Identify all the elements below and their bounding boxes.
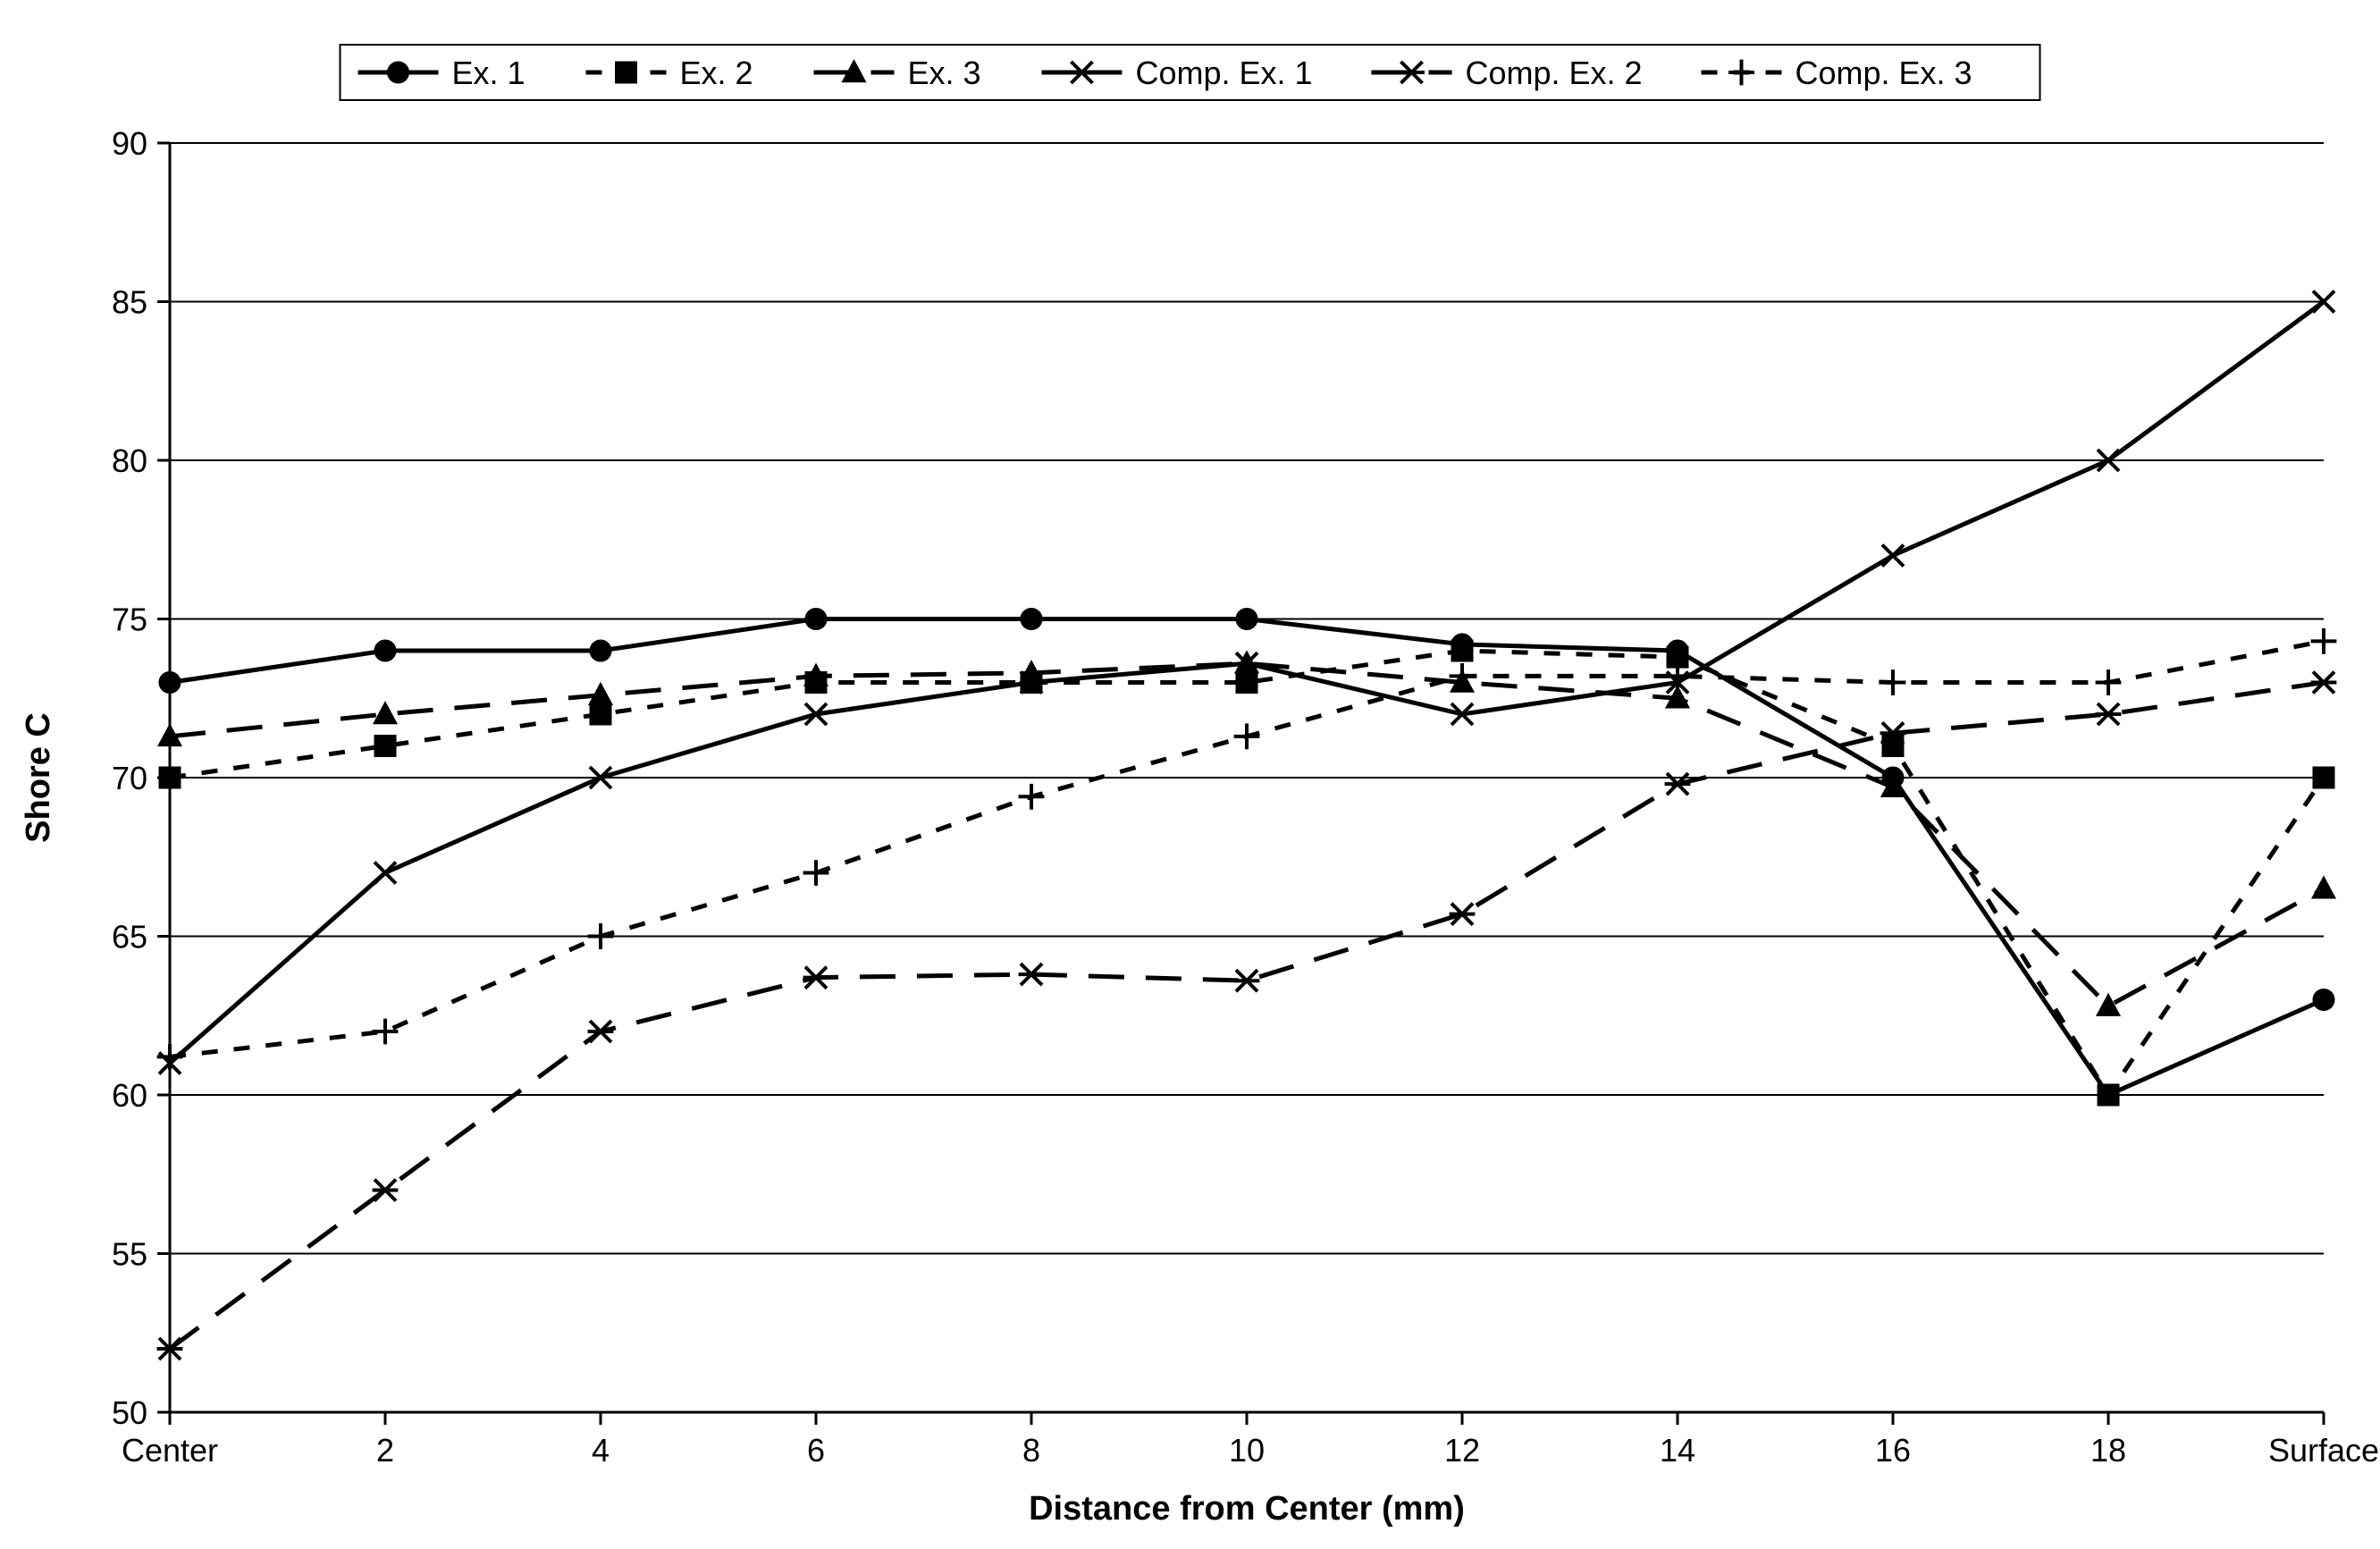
x-tick-label: 14 bbox=[1660, 1432, 1695, 1469]
y-tick-label: 80 bbox=[112, 442, 147, 479]
y-tick-label: 65 bbox=[112, 919, 147, 955]
shore-c-line-chart: 50 55 60 65 70 75 80 85 90 Center 2 4 6 8 10 12 14 16 18 Su… bbox=[0, 0, 2380, 1549]
x-tick-label: 10 bbox=[1229, 1432, 1265, 1469]
x-tick-label: 2 bbox=[376, 1432, 394, 1469]
marker-circle bbox=[159, 672, 181, 694]
marker-square bbox=[2313, 767, 2334, 788]
marker-circle bbox=[388, 62, 409, 83]
x-tick-label: Center bbox=[122, 1432, 218, 1469]
x-tick-label: 8 bbox=[1022, 1432, 1040, 1469]
y-tick-label: 55 bbox=[112, 1236, 147, 1273]
y-tick-label: 75 bbox=[112, 602, 147, 638]
x-tick-label: 12 bbox=[1444, 1432, 1480, 1469]
y-tick-label: 50 bbox=[112, 1394, 147, 1431]
x-tick-label: 18 bbox=[2090, 1432, 2126, 1469]
marker-square bbox=[1451, 640, 1473, 661]
marker-square bbox=[590, 703, 611, 725]
marker-square bbox=[2098, 1084, 2119, 1106]
marker-circle bbox=[2313, 989, 2334, 1011]
marker-square bbox=[159, 767, 181, 788]
marker-circle bbox=[374, 640, 396, 661]
marker-circle bbox=[1021, 609, 1042, 630]
legend-label: Ex. 3 bbox=[908, 55, 981, 91]
x-tick-label: 16 bbox=[1875, 1432, 1911, 1469]
y-tick-label: 70 bbox=[112, 760, 147, 796]
chart-container: { "chart": { "type": "line", "xlabel": "… bbox=[0, 0, 2380, 1549]
legend-label: Ex. 2 bbox=[680, 55, 753, 91]
legend: Ex. 1 Ex. 2 Ex. 3 Comp. Ex. 1 Comp. Ex. 2 Com… bbox=[341, 45, 2040, 100]
x-axis-title: Distance from Center (mm) bbox=[1029, 1490, 1465, 1528]
marker-square bbox=[1236, 672, 1257, 694]
y-axis-title: Shore C bbox=[20, 712, 57, 843]
legend-label: Comp. Ex. 3 bbox=[1796, 55, 1972, 91]
legend-label: Comp. Ex. 1 bbox=[1136, 55, 1313, 91]
marker-circle bbox=[805, 609, 827, 630]
x-tick-label: 6 bbox=[807, 1432, 825, 1469]
marker-square bbox=[616, 62, 637, 83]
legend-label: Ex. 1 bbox=[452, 55, 526, 91]
marker-circle bbox=[590, 640, 611, 661]
y-tick-label: 90 bbox=[112, 125, 147, 162]
marker-square bbox=[374, 736, 396, 757]
x-tick-label: 4 bbox=[592, 1432, 610, 1469]
marker-circle bbox=[1236, 609, 1257, 630]
y-tick-label: 60 bbox=[112, 1077, 147, 1114]
y-tick-label: 85 bbox=[112, 284, 147, 321]
legend-label: Comp. Ex. 2 bbox=[1466, 55, 1643, 91]
x-tick-label: Surface bbox=[2268, 1432, 2379, 1469]
